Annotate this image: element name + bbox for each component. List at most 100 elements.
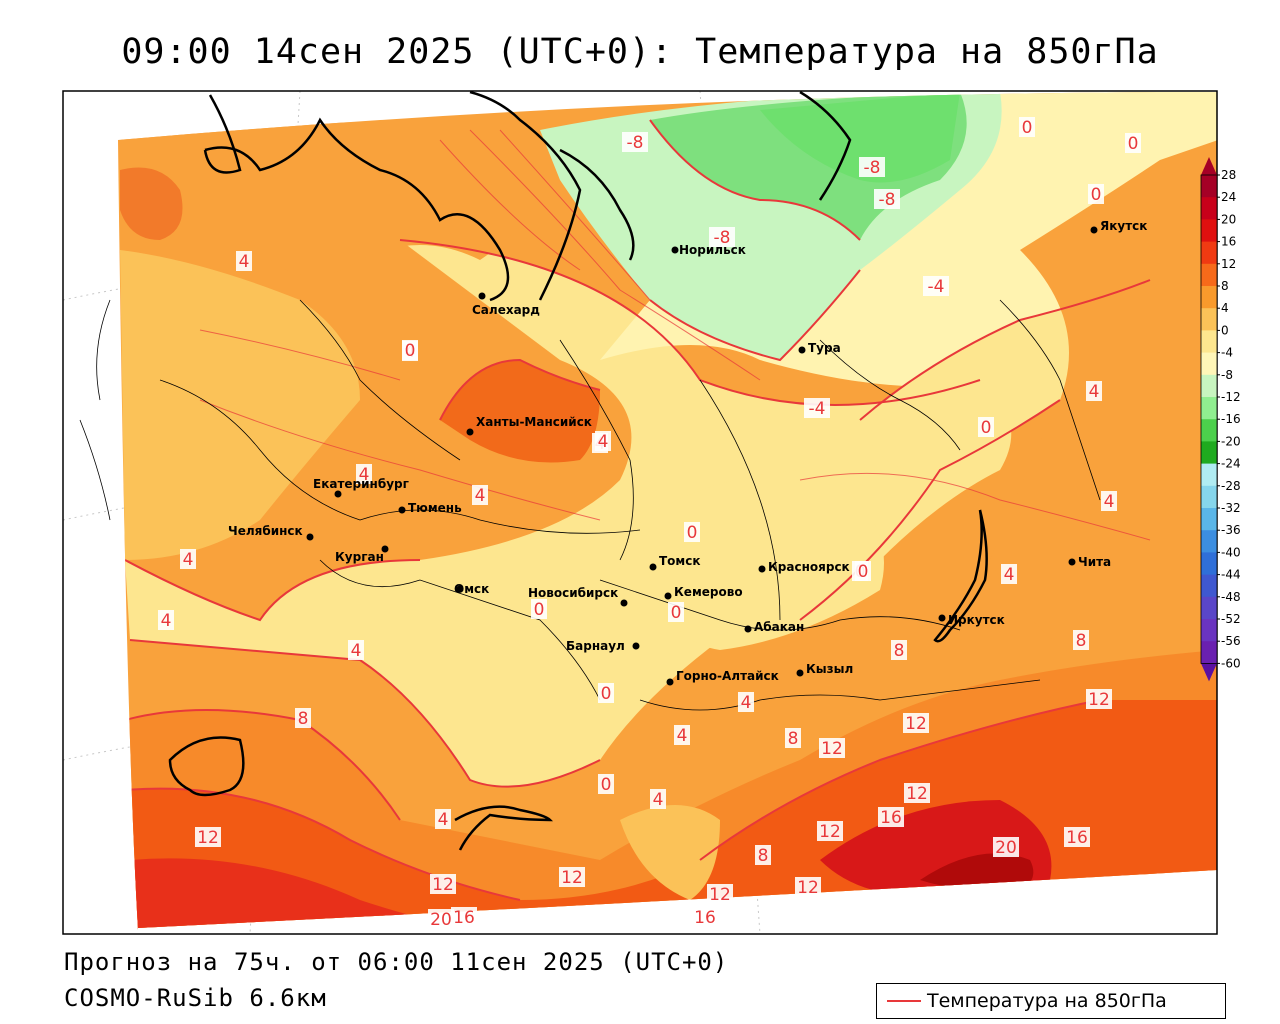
colorbar-segment [1201, 263, 1217, 287]
contour-label-bg [993, 837, 1019, 857]
contour-label-bg [472, 485, 488, 505]
colorbar-tick-label: 20 [1221, 212, 1236, 226]
city-label: Тура [808, 341, 841, 355]
contour-label: 0 [601, 775, 612, 795]
colorbar-segment [1201, 374, 1217, 398]
city-marker [666, 678, 674, 686]
contour-label: 0 [1091, 185, 1102, 205]
contour-label-bg [923, 276, 949, 296]
contour-label-bg [1086, 381, 1102, 401]
contour-label-bg [595, 431, 611, 451]
contour-label-bg [356, 464, 372, 484]
city-marker [664, 592, 672, 600]
contour-label-bg [707, 884, 733, 904]
temperature-field [118, 92, 1217, 930]
city-marker [744, 625, 752, 633]
contour-label: 12 [905, 714, 927, 734]
city-label: Новосибирск [528, 586, 618, 600]
city-label: Ханты-Мансийск [476, 415, 592, 429]
city-label: Салехард [472, 303, 540, 317]
contour-label: 4 [1089, 382, 1100, 402]
colorbar-segment [1201, 197, 1217, 220]
colorbar-segment [1201, 530, 1217, 553]
city-label: Томск [659, 554, 701, 568]
legend-box: Температура на 850гПа [876, 983, 1226, 1019]
city-label: Барнаул [566, 639, 625, 653]
city-marker [1068, 558, 1076, 566]
contour-label: 12 [432, 875, 454, 895]
contour-label-bg [559, 867, 585, 887]
contour-label-bg [428, 909, 454, 929]
forecast-info: Прогноз на 75ч. от 06:00 11сен 2025 (UTC… [64, 948, 729, 976]
contour-label: 4 [239, 252, 250, 272]
contour-label-bg [430, 874, 456, 894]
contour-label: -8 [879, 190, 896, 210]
colorbar-segment [1201, 397, 1217, 420]
colorbar-tick-label: 12 [1221, 257, 1236, 271]
city-label: Норильск [679, 243, 746, 257]
contour-label-bg [1101, 491, 1117, 511]
contour-label-bg [978, 417, 994, 437]
city-marker [796, 669, 804, 677]
colorbar-tick-label: -16 [1221, 412, 1241, 426]
contour-label: 16 [880, 808, 902, 828]
colorbar-tick-label: -28 [1221, 479, 1241, 493]
city-marker [466, 428, 474, 436]
contour-label: 8 [788, 729, 799, 749]
city-label: Тюмень [408, 501, 462, 515]
contour-label: 4 [359, 465, 370, 485]
contour-label: 4 [161, 611, 172, 631]
contour-label-bg [622, 132, 648, 152]
contour-label: 4 [1104, 492, 1115, 512]
contour-label-bg [1019, 117, 1035, 137]
city-label: Курган [335, 550, 384, 564]
contour-label-bg [451, 907, 477, 927]
contour-label: 4 [475, 486, 486, 506]
colorbar-tick-label: -56 [1221, 634, 1241, 648]
contour-label-bg [859, 157, 885, 177]
city-marker [478, 292, 486, 300]
colorbar-segment [1201, 619, 1217, 642]
colorbar-segment [1201, 352, 1217, 376]
contour-label: 12 [197, 828, 219, 848]
colorbar-tick-label: -4 [1221, 346, 1233, 360]
colorbar-tick-label: 28 [1221, 168, 1236, 182]
colorbar-segment [1201, 463, 1217, 487]
legend-label: Температура на 850гПа [927, 990, 1167, 1012]
city-marker [334, 490, 342, 498]
contour-label: 8 [894, 641, 905, 661]
colorbar-tick-label: -12 [1221, 390, 1241, 404]
contour-label: 4 [598, 432, 609, 452]
contour-label: 4 [351, 641, 362, 661]
contour-label-bg [891, 640, 907, 660]
colorbar-tick-label: -52 [1221, 612, 1241, 626]
contour-label: 4 [677, 726, 688, 746]
contour-label-bg [855, 561, 871, 581]
colorbar-segment [1201, 508, 1217, 531]
contour-label-bg [195, 827, 221, 847]
colorbar-segment [1201, 219, 1217, 243]
city-label: Омск [454, 582, 489, 596]
colorbar-tick-label: -20 [1221, 434, 1241, 448]
contour-label: 0 [687, 523, 698, 543]
colorbar-tick-label: -8 [1221, 368, 1233, 382]
contour-label: 0 [1128, 134, 1139, 154]
contour-label: 16 [694, 908, 716, 928]
contour-label-bg [878, 807, 904, 827]
city-label: Екатеринбург [313, 477, 409, 491]
contour-label: 20 [995, 838, 1017, 858]
contour-label-bg [1088, 184, 1104, 204]
contour-label-bg [684, 522, 700, 542]
colorbar-tick-label: -44 [1221, 568, 1241, 582]
city-label: Чита [1078, 555, 1111, 569]
colorbar-segment [1201, 175, 1217, 198]
colorbar-tick-label: -60 [1221, 656, 1241, 670]
colorbar-tick-label: 0 [1221, 323, 1229, 337]
colorbar-segment [1201, 419, 1217, 442]
contour-label-bg [1001, 564, 1017, 584]
contour-label-bg [785, 728, 801, 748]
city-marker [798, 346, 806, 354]
colorbar-segment [1201, 308, 1217, 331]
city-marker [456, 585, 464, 593]
contour-label-bg [668, 602, 684, 622]
